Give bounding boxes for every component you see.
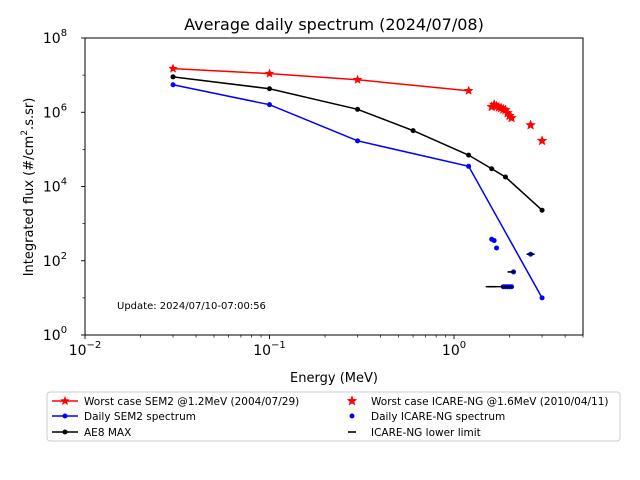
legend-label: Worst case ICARE-NG @1.6MeV (2010/04/11)	[371, 396, 609, 408]
series-2	[170, 74, 545, 213]
series-line	[172, 76, 543, 211]
update-annotation: Update: 2024/07/10-07:00:56	[117, 301, 266, 312]
legend-entry: ICARE-NG lower limit	[348, 427, 481, 439]
legend-marker	[60, 395, 70, 406]
legend-label: Worst case SEM2 @1.2MeV (2004/07/29)	[84, 396, 299, 408]
data-point	[539, 295, 545, 301]
data-point	[489, 166, 495, 172]
data-point	[410, 128, 416, 134]
legend-marker	[62, 413, 68, 419]
legend-entry: Daily SEM2 spectrum	[52, 411, 196, 423]
legend-label: ICARE-NG lower limit	[371, 427, 481, 439]
data-point	[539, 207, 545, 213]
legend: Worst case SEM2 @1.2MeV (2004/07/29) Dail…	[46, 391, 621, 442]
data-point	[525, 119, 537, 130]
data-point	[466, 163, 472, 169]
data-point	[352, 74, 363, 84]
legend-entry: AE8 MAX	[52, 427, 131, 439]
legend-label: AE8 MAX	[84, 427, 131, 439]
y-axis-ticks: 100 102 104 106 108	[43, 28, 85, 344]
data-point	[355, 138, 361, 144]
data-point	[502, 174, 508, 180]
data-point	[494, 245, 500, 251]
legend-frame	[46, 391, 621, 442]
y-tick-label: 100	[43, 325, 67, 344]
data-marks	[168, 63, 548, 301]
x-axis-label: Energy (MeV)	[290, 371, 378, 386]
chart-title: Average daily spectrum (2024/07/08)	[184, 15, 484, 34]
data-point	[267, 86, 273, 92]
data-point	[536, 135, 548, 146]
x-tick-label: 10−2	[69, 340, 102, 359]
y-tick-label: 108	[43, 28, 67, 47]
y-tick-label: 106	[43, 102, 67, 121]
series-0	[168, 63, 474, 95]
data-point	[463, 85, 474, 95]
y-axis-label: Integrated flux (#/cm2.s.sr)	[20, 98, 37, 277]
x-tick-label: 10−1	[253, 340, 286, 359]
y-tick-label: 104	[43, 177, 67, 196]
data-point	[170, 74, 176, 80]
y-tick-label: 102	[43, 251, 67, 270]
data-point	[491, 238, 497, 244]
data-point	[168, 63, 179, 73]
legend-entry: Worst case ICARE-NG @1.6MeV (2010/04/11)	[346, 395, 609, 408]
data-point	[506, 112, 517, 123]
series-1	[170, 82, 545, 301]
x-tick-label: 100	[442, 340, 466, 359]
data-point	[264, 68, 275, 78]
legend-marker	[346, 395, 358, 406]
series-3	[486, 98, 548, 146]
y-axis-label-tail: .s.sr)	[22, 98, 37, 130]
data-point	[170, 82, 176, 88]
y-axis-label-main: Integrated flux (#/cm	[22, 136, 37, 277]
legend-marker	[62, 429, 68, 435]
data-point	[466, 152, 472, 158]
series-line	[173, 67, 469, 92]
legend-label: Daily ICARE-NG spectrum	[371, 411, 505, 423]
legend-label: Daily SEM2 spectrum	[84, 411, 196, 423]
legend-marker	[349, 413, 355, 419]
y-axis-label-superscript: 2	[20, 130, 30, 136]
legend-entry: Worst case SEM2 @1.2MeV (2004/07/29)	[52, 395, 299, 408]
data-point	[267, 102, 273, 108]
legend-entry: Daily ICARE-NG spectrum	[349, 411, 505, 423]
x-axis-ticks: 10−2 10−1 100	[69, 335, 584, 359]
data-point	[355, 106, 361, 112]
